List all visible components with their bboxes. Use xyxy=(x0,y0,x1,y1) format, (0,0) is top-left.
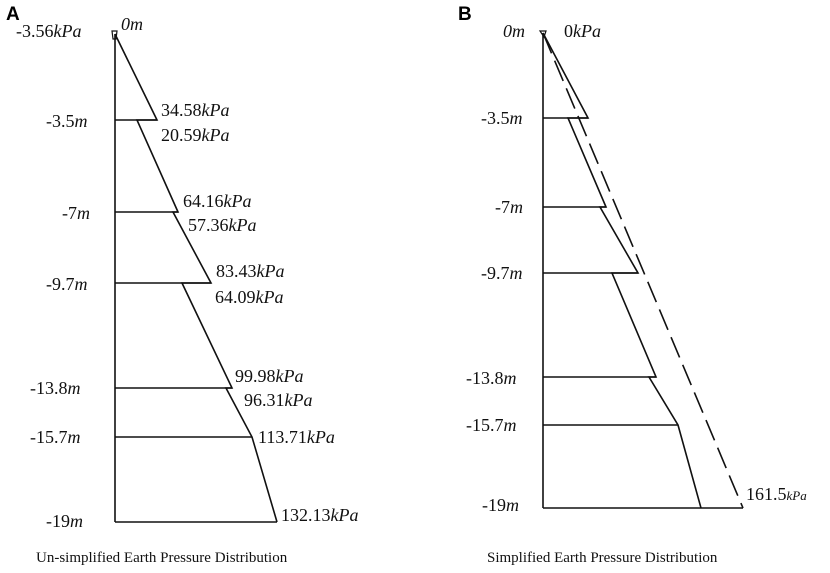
panel-a-pressure-label: 64.09kPa xyxy=(215,287,283,307)
panel-a-pressure-label: 113.71kPa xyxy=(258,427,335,447)
panel-a-letter: A xyxy=(6,4,20,25)
panel-a-top-marker xyxy=(111,30,118,40)
panel-a: A -3.56kPa 0m -3.5m -7m -9.7m -13.8m -15… xyxy=(6,4,358,566)
panel-b-depth-label: -19m xyxy=(482,495,519,515)
panel-b: B 0m 0kPa -3.5m -7m -9.7m -13.8m -15.7m … xyxy=(458,4,807,566)
panel-a-depth-label: -7m xyxy=(62,203,90,223)
panel-b-letter: B xyxy=(458,4,472,25)
panel-a-pressure-label: 96.31kPa xyxy=(244,390,312,410)
panel-a-depth-label: -3.5m xyxy=(46,111,88,131)
panel-a-pressure-label: 64.16kPa xyxy=(183,191,251,211)
panel-b-depth-label: -9.7m xyxy=(481,263,523,283)
panel-a-pressure-label: 34.58kPa xyxy=(161,100,229,120)
panel-b-top-marker xyxy=(538,30,547,39)
panel-b-pressure-outline xyxy=(542,32,702,509)
panel-a-pressure-label: 57.36kPa xyxy=(188,215,256,235)
panel-a-pressure-label: 83.43kPa xyxy=(216,261,284,281)
panel-b-caption: Simplified Earth Pressure Distribution xyxy=(487,550,718,566)
panel-a-depth-label: -13.8m xyxy=(30,378,81,398)
panel-b-top-pressure-label: 0kPa xyxy=(564,21,601,41)
panel-a-top-pressure-label: -3.56kPa xyxy=(16,21,81,41)
panel-a-depth-label: -15.7m xyxy=(30,427,81,447)
panel-b-top-depth-label: 0m xyxy=(503,21,525,41)
panel-b-depth-label: -13.8m xyxy=(466,368,517,388)
panel-b-simplified-line xyxy=(542,32,744,509)
panel-b-depth-label: -3.5m xyxy=(481,108,523,128)
panel-a-pressure-label: 99.98kPa xyxy=(235,366,303,386)
panel-a-top-depth-label: 0m xyxy=(121,14,143,34)
panel-a-depth-label: -19m xyxy=(46,511,83,531)
panel-b-bottom-pressure-label: 161.5kPa xyxy=(746,484,807,504)
panel-a-caption: Un-simplified Earth Pressure Distributio… xyxy=(36,550,288,566)
panel-a-pressure-label: 20.59kPa xyxy=(161,125,229,145)
panel-a-pressure-label: 132.13kPa xyxy=(281,505,358,525)
panel-b-depth-label: -15.7m xyxy=(466,415,517,435)
panel-a-depth-label: -9.7m xyxy=(46,274,88,294)
panel-b-depth-label: -7m xyxy=(495,197,523,217)
